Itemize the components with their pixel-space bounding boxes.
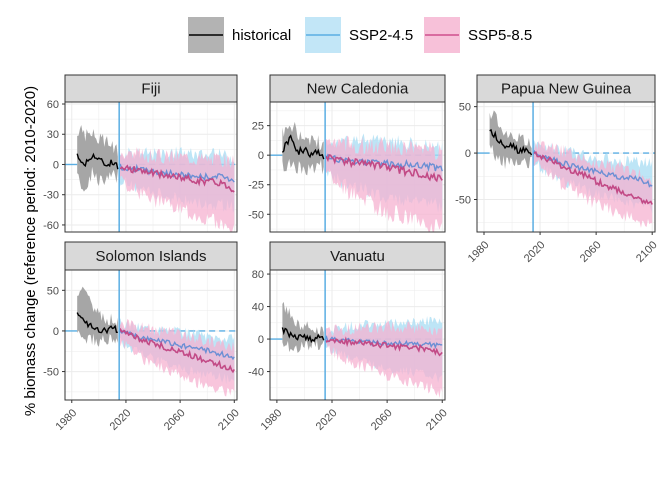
x-tick-label: 1980 bbox=[259, 407, 285, 433]
line-historical bbox=[281, 134, 325, 160]
strip-solomon-islands bbox=[64, 241, 238, 271]
line-historical bbox=[76, 152, 119, 170]
band-ssp585 bbox=[119, 147, 235, 232]
x-tick-label: 2100 bbox=[634, 239, 660, 265]
strip-papua-new-guinea bbox=[476, 74, 656, 103]
y-tick-label: -60 bbox=[43, 220, 59, 232]
line-historical bbox=[76, 312, 118, 335]
band-ssp585 bbox=[533, 137, 653, 228]
strip-label-new-caledonia: New Caledonia bbox=[307, 81, 409, 98]
y-tick-label: -40 bbox=[248, 367, 264, 379]
strip-fiji bbox=[64, 74, 238, 103]
panel-new-caledonia: New Caledonia 25 0 -25 -50 bbox=[248, 74, 446, 233]
panel-plot-papua-new-guinea bbox=[477, 102, 655, 232]
legend-label-ssp245: SSP2-4.5 bbox=[349, 27, 413, 44]
legend-item-ssp245: SSP2-4.5 bbox=[305, 17, 413, 53]
legend-label-ssp585: SSP5-8.5 bbox=[468, 27, 532, 44]
line-ssp585 bbox=[532, 151, 653, 205]
y-tick-label: 60 bbox=[47, 99, 59, 111]
y-tick-label: 0 bbox=[465, 148, 471, 160]
y-tick-label: 0 bbox=[53, 326, 59, 338]
panel-plot-solomon-islands bbox=[65, 270, 237, 400]
line-ssp245 bbox=[324, 153, 443, 173]
y-tick-label: -50 bbox=[43, 367, 59, 379]
line-historical bbox=[489, 128, 533, 156]
y-tick-label: -50 bbox=[455, 195, 471, 207]
line-ssp585 bbox=[324, 336, 443, 357]
panel-solomon-islands: Solomon Islands 50 0 -50 1980 2020 2060 2100 bbox=[43, 241, 242, 433]
band-historical bbox=[489, 110, 532, 170]
x-tick-label: 2100 bbox=[216, 407, 242, 433]
strip-label-vanuatu: Vanuatu bbox=[330, 248, 385, 265]
x-tick-label: 2060 bbox=[578, 239, 604, 265]
legend-item-ssp585: SSP5-8.5 bbox=[424, 17, 532, 53]
strip-label-solomon-islands: Solomon Islands bbox=[96, 248, 207, 265]
band-historical bbox=[282, 121, 324, 176]
x-tick-label: 1980 bbox=[54, 407, 80, 433]
panel-vanuatu: Vanuatu 80 40 0 -40 1980 2020 2060 2100 bbox=[248, 241, 450, 433]
x-tick-label: 1980 bbox=[466, 239, 492, 265]
panel-papua-new-guinea: Papua New Guinea 50 0 -50 1980 2020 2060 2100 bbox=[455, 74, 660, 265]
strip-label-papua-new-guinea: Papua New Guinea bbox=[501, 81, 632, 98]
line-ssp585 bbox=[118, 164, 235, 193]
panel-fiji: Fiji 60 30 0 -30 -60 bbox=[43, 74, 238, 233]
line-historical bbox=[281, 327, 325, 344]
x-tick-label: 2060 bbox=[369, 407, 395, 433]
x-tick-label: 2060 bbox=[162, 407, 188, 433]
line-ssp585 bbox=[118, 327, 235, 374]
band-historical bbox=[77, 124, 118, 192]
y-tick-label: 0 bbox=[258, 150, 264, 162]
y-tick-label: 40 bbox=[252, 302, 264, 314]
y-tick-label: 50 bbox=[47, 285, 59, 297]
x-tick-label: 2100 bbox=[424, 407, 450, 433]
legend-item-historical: historical bbox=[188, 17, 291, 53]
y-tick-label: 80 bbox=[252, 269, 264, 281]
strip-label-fiji: Fiji bbox=[141, 81, 160, 98]
line-ssp585 bbox=[324, 153, 443, 183]
y-tick-label: -50 bbox=[248, 209, 264, 221]
y-tick-label: 0 bbox=[53, 159, 59, 171]
line-ssp245 bbox=[532, 149, 653, 188]
x-tick-label: 2020 bbox=[522, 239, 548, 265]
legend-label-historical: historical bbox=[232, 27, 291, 44]
panel-plot-new-caledonia bbox=[270, 102, 445, 232]
strip-new-caledonia bbox=[269, 74, 446, 103]
y-tick-label: 50 bbox=[459, 102, 471, 114]
y-tick-label: 30 bbox=[47, 129, 59, 141]
panel-plot-vanuatu bbox=[270, 270, 445, 400]
y-tick-label: 25 bbox=[252, 121, 264, 133]
band-ssp585 bbox=[325, 320, 443, 399]
strip-vanuatu bbox=[269, 241, 446, 271]
panel-plot-fiji bbox=[65, 102, 237, 232]
y-tick-label: 0 bbox=[258, 334, 264, 346]
band-ssp585 bbox=[325, 135, 443, 232]
x-tick-label: 2020 bbox=[314, 407, 340, 433]
x-tick-label: 2020 bbox=[108, 407, 134, 433]
y-tick-label: -25 bbox=[248, 180, 264, 192]
line-ssp245 bbox=[118, 163, 235, 183]
y-axis-label: % biomass change (reference period: 2010… bbox=[22, 86, 39, 416]
y-tick-label: -30 bbox=[43, 190, 59, 202]
